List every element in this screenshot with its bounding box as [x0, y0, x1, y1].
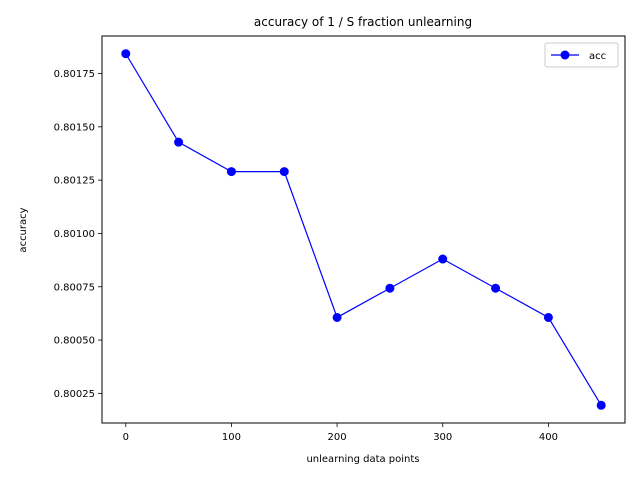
- x-tick-label: 300: [433, 432, 452, 443]
- data-point: [332, 312, 342, 322]
- x-axis-label: unlearning data points: [306, 454, 419, 465]
- legend-label: acc: [589, 51, 606, 62]
- chart-title: accuracy of 1 / S fraction unlearning: [254, 15, 472, 29]
- x-tick-label: 0: [123, 432, 129, 443]
- data-point: [543, 312, 553, 322]
- series-line-acc: [125, 53, 602, 406]
- data-point: [596, 400, 606, 410]
- data-point: [174, 137, 184, 147]
- legend-box: [544, 42, 619, 68]
- y-tick-label: 0.80025: [54, 389, 95, 400]
- data-point: [385, 283, 395, 293]
- y-tick-label: 0.80175: [54, 69, 95, 80]
- data-point: [279, 167, 289, 177]
- legend-marker: [560, 50, 570, 60]
- plot-area: 0 100 200 300 400 0.80025 0.80050 0.80075 0.8010…: [54, 35, 626, 443]
- y-tick-label: 0.80125: [54, 176, 95, 187]
- data-point: [491, 283, 501, 293]
- legend: acc: [544, 42, 619, 68]
- data-point: [121, 49, 131, 59]
- data-point: [226, 167, 236, 177]
- axes-frame: [101, 35, 626, 424]
- y-tick-label: 0.80050: [54, 336, 95, 347]
- y-tick-label: 0.80150: [54, 122, 95, 133]
- y-axis-label: accuracy: [18, 207, 29, 252]
- x-tick-label: 100: [222, 432, 241, 443]
- y-tick-label: 0.80075: [54, 282, 95, 293]
- y-tick-label: 0.80100: [54, 229, 95, 240]
- x-tick-label: 400: [539, 432, 558, 443]
- data-point: [438, 254, 448, 264]
- x-tick-label: 200: [328, 432, 347, 443]
